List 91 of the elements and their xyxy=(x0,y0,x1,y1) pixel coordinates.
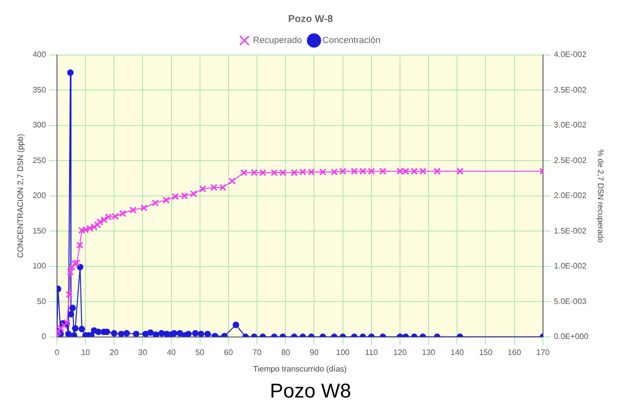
y-tick-label: 200 xyxy=(32,191,46,200)
point xyxy=(199,185,206,192)
point xyxy=(339,168,346,175)
x-tick-label: 130 xyxy=(422,348,436,357)
y-tick-label: 0 xyxy=(41,332,46,342)
y2-tick-label: 1.0E-002 xyxy=(554,262,587,271)
point xyxy=(434,168,441,175)
point xyxy=(330,168,338,176)
point xyxy=(290,169,298,176)
x-tick-label: 30 xyxy=(138,348,148,357)
point xyxy=(90,223,98,230)
point xyxy=(402,168,410,175)
point xyxy=(299,168,306,176)
x-tick-label: 60 xyxy=(224,348,234,357)
point xyxy=(228,178,236,185)
point xyxy=(368,168,375,175)
point xyxy=(190,190,198,198)
x-tick-label: 90 xyxy=(310,348,320,357)
x-tick-label: 80 xyxy=(281,348,291,357)
text: Pozo W8 xyxy=(270,380,352,403)
point xyxy=(456,168,464,175)
point xyxy=(100,216,108,224)
x-axis-title: Tiempo transcurrido (días) xyxy=(253,364,348,374)
y-tick-label: 350 xyxy=(32,85,46,94)
point xyxy=(86,224,94,232)
y-tick-label: 100 xyxy=(32,262,46,271)
point xyxy=(379,168,386,175)
legend-label: Concentración xyxy=(322,34,381,45)
point xyxy=(250,169,258,176)
point xyxy=(172,193,179,200)
x-tick-label: 50 xyxy=(195,348,205,357)
point xyxy=(78,226,86,234)
point xyxy=(219,184,226,192)
legend-title: Pozo W-8 xyxy=(288,14,334,25)
x-tick-label: 10 xyxy=(81,348,91,357)
point xyxy=(82,226,90,234)
x-tick-label: 110 xyxy=(365,348,378,357)
point xyxy=(129,206,137,214)
y-tick-label: 400 xyxy=(32,50,46,60)
y2-tick-label: 1.5E-002 xyxy=(554,226,587,236)
point xyxy=(308,168,315,176)
x-tick-label: 120 xyxy=(393,348,408,357)
y2-tick-label: 4.0E-002 xyxy=(554,50,587,60)
point xyxy=(96,218,104,226)
point xyxy=(396,168,404,175)
point xyxy=(359,168,366,175)
y2-tick-label: 0.0E+000 xyxy=(554,332,589,342)
x-tick-label: 150 xyxy=(479,348,493,357)
point xyxy=(152,199,159,207)
x-tick-label: 70 xyxy=(252,348,262,357)
point xyxy=(279,169,286,176)
y2-tick-label: 5.0E-003 xyxy=(554,296,587,306)
point xyxy=(104,213,112,221)
point xyxy=(140,204,148,212)
x-tick-label: 100 xyxy=(336,348,350,357)
point xyxy=(210,184,218,192)
x-tick-label: 170 xyxy=(536,348,550,357)
point xyxy=(240,169,248,176)
point xyxy=(57,324,64,332)
y-tick-label: 300 xyxy=(32,120,46,130)
x-tick-label: 160 xyxy=(508,348,522,357)
y2-tick-label: 3.0E-002 xyxy=(554,120,587,130)
y2-tick-label: 3.5E-002 xyxy=(554,85,587,94)
point xyxy=(259,169,266,176)
y-tick-label: 50 xyxy=(37,296,46,306)
y2-tick-label: 2.0E-002 xyxy=(554,191,587,200)
point xyxy=(71,260,79,268)
x-tick-label: 140 xyxy=(450,348,464,357)
x-tick-label: 20 xyxy=(110,348,120,357)
point xyxy=(350,168,358,175)
x-tick-label: 0 xyxy=(54,348,60,357)
point xyxy=(410,168,418,175)
y2-axis-title: % de 2,7 DSN recuperado xyxy=(596,149,605,244)
point xyxy=(112,212,119,220)
point xyxy=(119,210,126,218)
y-tick-label: 250 xyxy=(32,156,46,165)
point xyxy=(419,168,426,175)
point xyxy=(180,192,188,200)
y-axis-title: CONCENTRACION 2,7 DSN (ppb) xyxy=(16,134,26,258)
point xyxy=(66,290,73,298)
point xyxy=(76,242,84,249)
point xyxy=(162,196,170,204)
y-tick-label: 150 xyxy=(32,226,46,236)
point xyxy=(319,168,326,176)
x-tick-label: 40 xyxy=(166,348,176,357)
point xyxy=(60,322,68,330)
y2-tick-label: 2.5E-002 xyxy=(554,156,587,165)
point xyxy=(73,259,81,266)
point xyxy=(270,169,278,176)
point xyxy=(94,221,102,228)
legend-label: Recuperado xyxy=(252,34,302,45)
